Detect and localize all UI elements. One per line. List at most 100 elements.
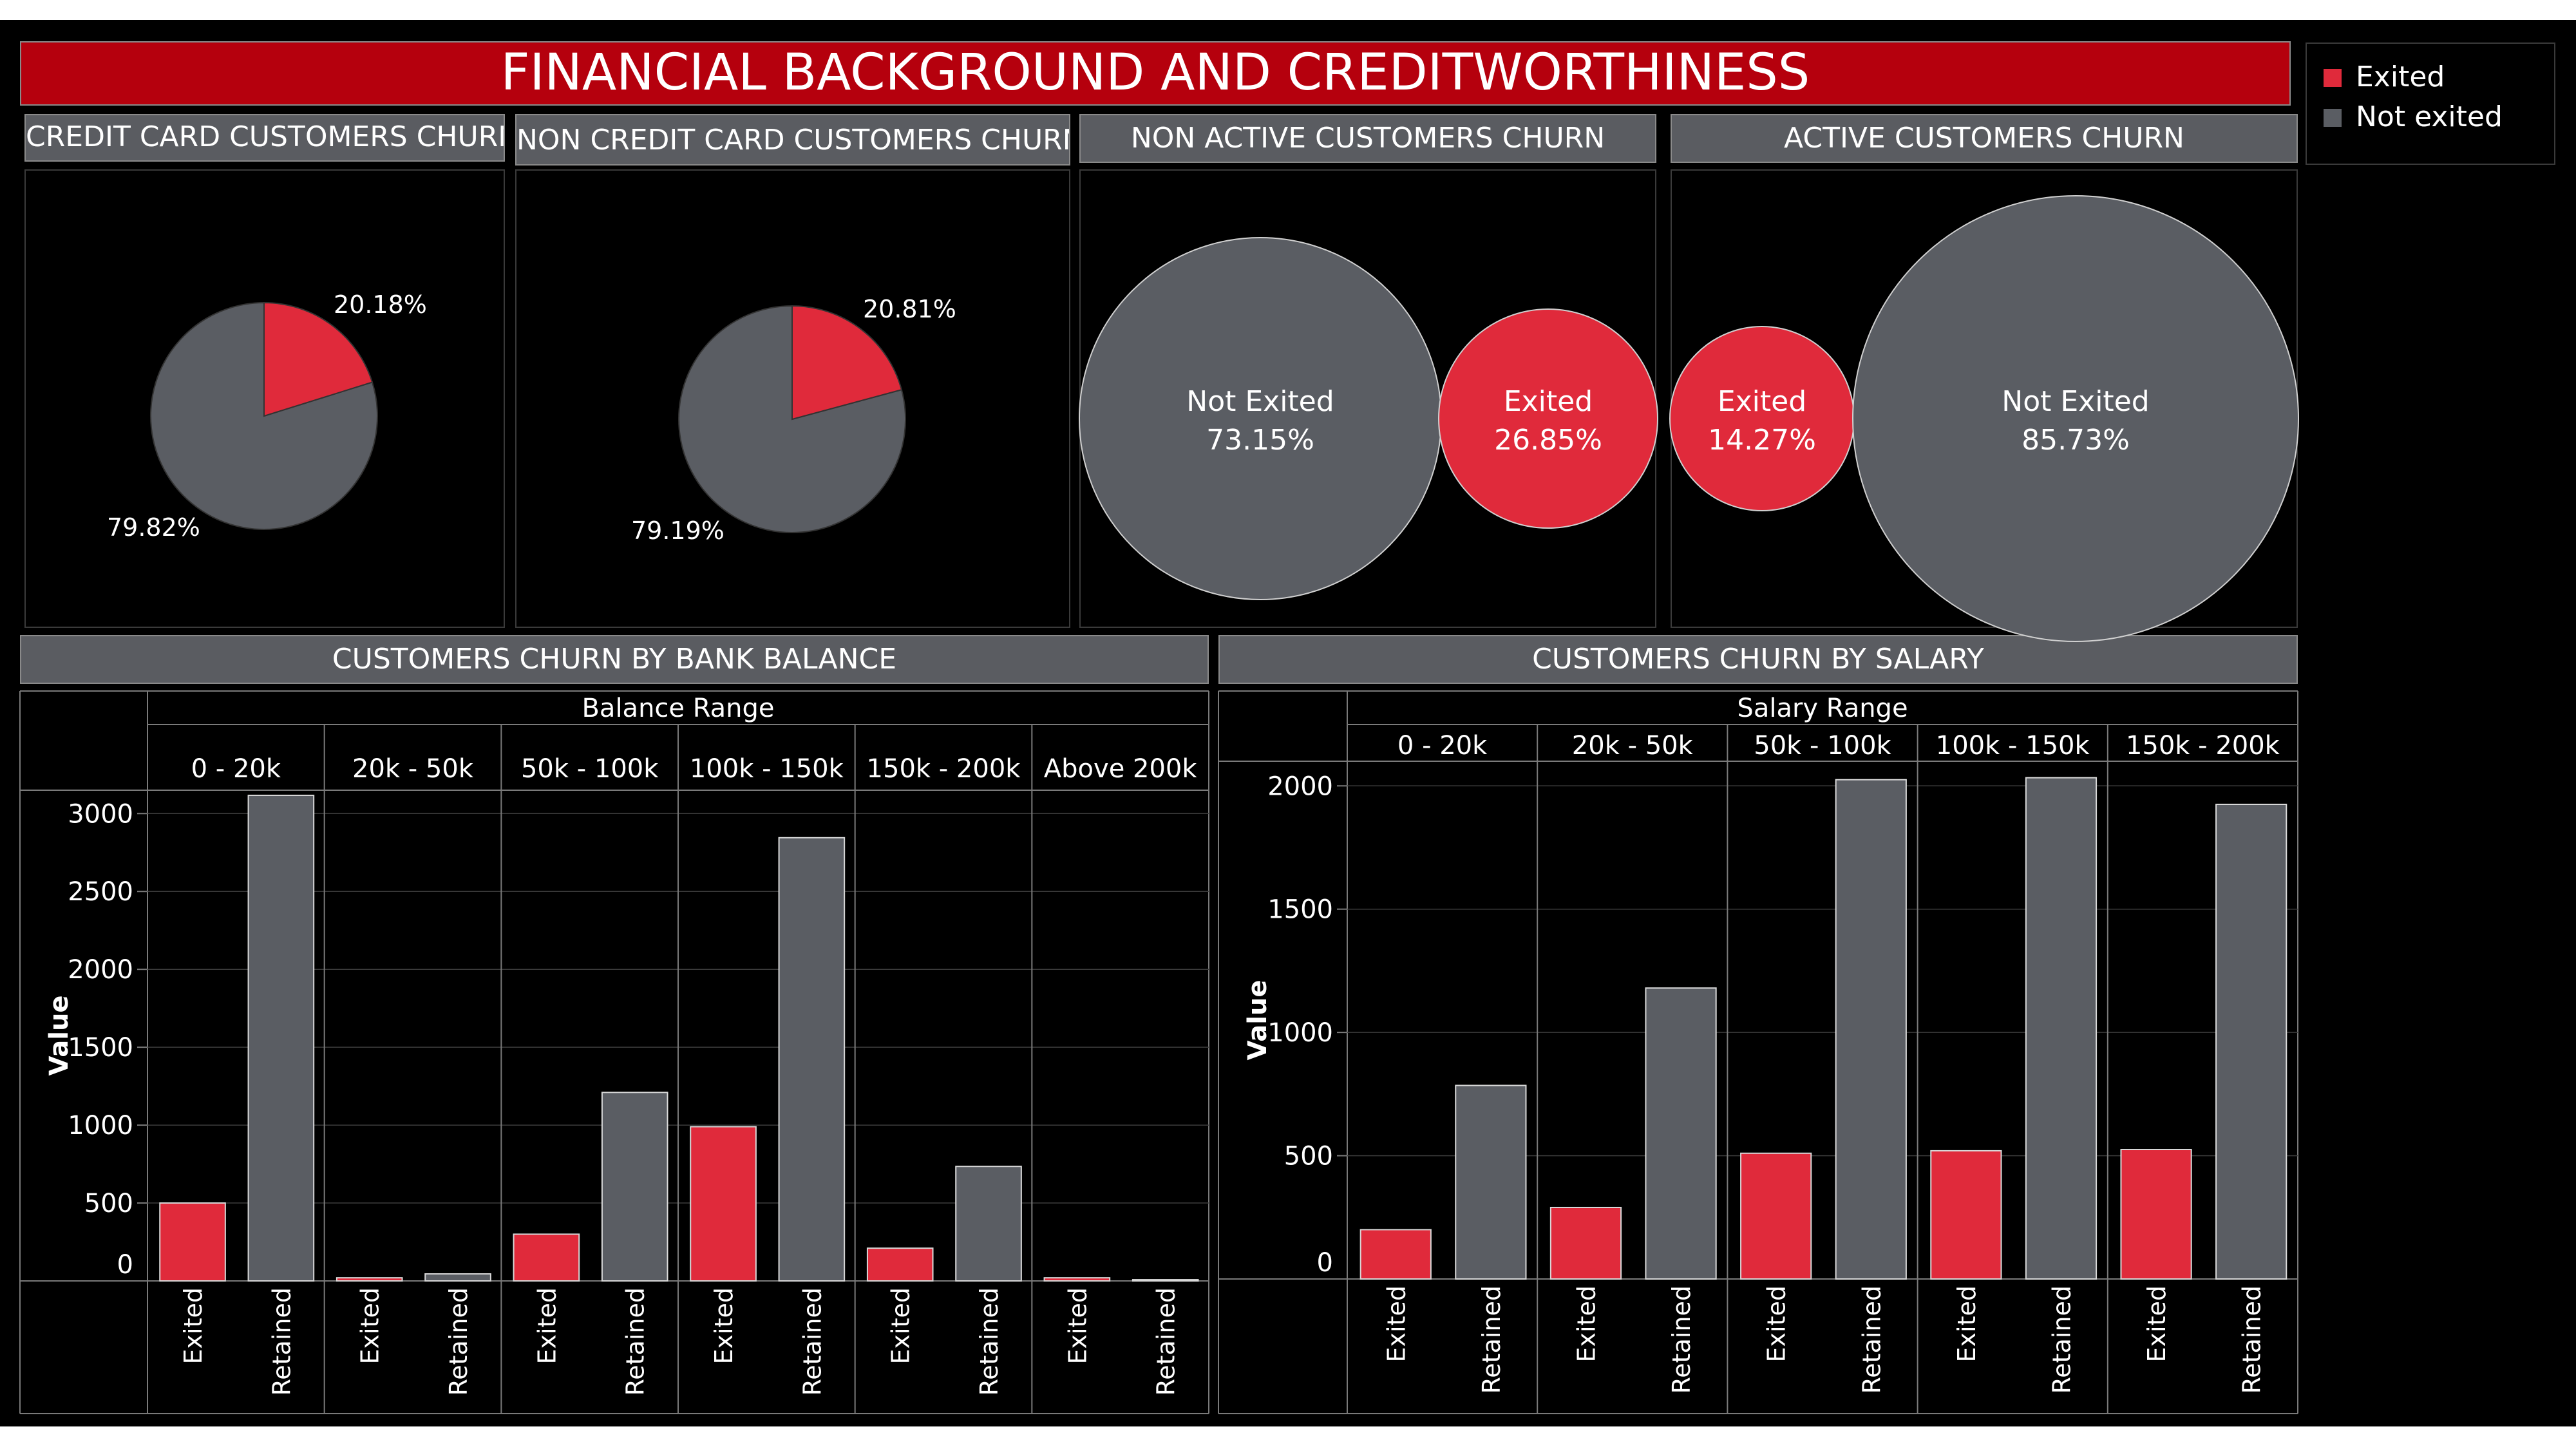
bar-group-label-0-20k: 0 - 20k xyxy=(191,754,281,784)
bar-ytick-label: 0 xyxy=(1317,1248,1333,1278)
non-active-churn-title: NON ACTIVE CUSTOMERS CHURN xyxy=(1079,114,1656,163)
bubble-name-exited: Exited xyxy=(1718,385,1806,418)
bar-category-label-exited: Exited xyxy=(710,1287,738,1364)
bubble-name-not-exited: Not Exited xyxy=(2002,385,2149,418)
bar-exited-50k-100k xyxy=(1740,1152,1812,1280)
bubble-value-not-exited: 85.73% xyxy=(2022,424,2130,457)
pie-label-exited: 20.18% xyxy=(334,290,427,319)
non-credit-card-panel xyxy=(515,169,1070,628)
bar-category-label-retained: Retained xyxy=(1477,1285,1506,1394)
bar-ytick-label: 1000 xyxy=(68,1111,133,1141)
bar-group-label-0-20k: 0 - 20k xyxy=(1397,731,1488,761)
charts-canvas: 20.18% 79.82% 20.81% 79.19% Not Exited 73.15%… xyxy=(19,195,2299,1414)
bar-category-label-exited: Exited xyxy=(179,1287,207,1364)
pie-label-not-exited: 79.82% xyxy=(107,513,200,542)
legend-label-exited: Exited xyxy=(2356,61,2445,93)
bar-exited-150k-200k xyxy=(2120,1149,2192,1280)
bar-ytick-label: 3000 xyxy=(68,799,133,829)
bar-retained-150k-200k xyxy=(2215,804,2287,1280)
bar-category-label-exited: Exited xyxy=(1063,1287,1092,1364)
bar-retained-150k-200k xyxy=(955,1166,1022,1282)
bar-category-label-retained: Retained xyxy=(1152,1287,1180,1396)
bar-exited-20k-50k xyxy=(336,1277,403,1282)
legend-label-not-exited: Not exited xyxy=(2356,100,2503,133)
bar-group-label-100k-150k: 100k - 150k xyxy=(690,754,844,784)
bar-group-label-50k-100k: 50k - 100k xyxy=(521,754,659,784)
bar-group-label-50k-100k: 50k - 100k xyxy=(1754,731,1891,761)
pie-slice-exited xyxy=(791,305,903,421)
bar-ytick-label: 0 xyxy=(117,1250,133,1280)
bar-ylabel: Value xyxy=(1243,980,1273,1060)
bar-ylabel: Value xyxy=(44,995,74,1075)
bubble-value-not-exited: 73.15% xyxy=(1206,424,1314,457)
legend-swatch-exited xyxy=(2324,69,2342,87)
bar-retained-50k-100k xyxy=(601,1092,668,1282)
bar-category-label-exited: Exited xyxy=(356,1287,384,1364)
bar-ytick-label: 500 xyxy=(84,1189,133,1218)
bar-group-label-150k-200k: 150k - 200k xyxy=(2126,731,2280,761)
pie-slice-exited xyxy=(263,301,374,417)
bar-category-label-exited: Exited xyxy=(1572,1285,1600,1362)
bar-category-label-retained: Retained xyxy=(2047,1285,2076,1394)
bar-ytick-label: 2500 xyxy=(68,877,133,907)
bubble-name-not-exited: Not Exited xyxy=(1186,385,1334,418)
balance-churn-title: CUSTOMERS CHURN BY BANK BALANCE xyxy=(20,635,1209,684)
bar-group-label-above-200k: Above 200k xyxy=(1044,754,1198,784)
bar-exited-150k-200k xyxy=(866,1247,934,1282)
bubble-exited xyxy=(1438,308,1658,529)
bar-category-label-exited: Exited xyxy=(1953,1285,1981,1362)
bar-category-label-exited: Exited xyxy=(2143,1285,2171,1362)
legend: Exited Not exited xyxy=(2306,43,2555,165)
pie-label-exited: 20.81% xyxy=(863,295,956,323)
bar-category-label-retained: Retained xyxy=(2238,1285,2266,1394)
bar-exited-20k-50k xyxy=(1549,1206,1622,1280)
bubble-not-exited xyxy=(1079,237,1442,600)
bar-exited-0-20k xyxy=(1359,1229,1432,1280)
bar-category-label-exited: Exited xyxy=(887,1287,915,1364)
bar-retained-100k-150k xyxy=(2025,777,2098,1280)
non-credit-card-churn-title: NON CREDIT CARD CUSTOMERS CHURN xyxy=(515,114,1070,166)
bubble-value-exited: 26.85% xyxy=(1494,424,1602,457)
bar-category-label-retained: Retained xyxy=(1857,1285,1886,1394)
bar-ytick-label: 1500 xyxy=(1267,895,1333,925)
legend-swatch-not-exited xyxy=(2324,109,2342,127)
bar-group-label-150k-200k: 150k - 200k xyxy=(867,754,1021,784)
bubble-not-exited xyxy=(1852,195,2299,642)
bar-group-header: Salary Range xyxy=(1737,694,1908,723)
bubble-name-exited: Exited xyxy=(1504,385,1593,418)
bar-retained-100k-150k xyxy=(778,837,846,1282)
dashboard-title: FINANCIAL BACKGROUND AND CREDITWORTHINES… xyxy=(20,41,2291,106)
bar-retained-20k-50k xyxy=(1645,987,1717,1280)
salary-churn-title: CUSTOMERS CHURN BY SALARY xyxy=(1218,635,2298,684)
bar-category-label-retained: Retained xyxy=(621,1287,650,1396)
active-churn-title: ACTIVE CUSTOMERS CHURN xyxy=(1671,114,2298,163)
bar-group-label-20k-50k: 20k - 50k xyxy=(352,754,474,784)
credit-card-churn-title: CREDIT CARD CUSTOMERS CHURN xyxy=(24,114,505,162)
bar-group-label-100k-150k: 100k - 150k xyxy=(1936,731,2090,761)
bar-category-label-retained: Retained xyxy=(444,1287,473,1396)
bar-category-label-retained: Retained xyxy=(975,1287,1003,1396)
bar-ytick-label: 1000 xyxy=(1267,1018,1333,1048)
bar-retained-0-20k xyxy=(247,794,315,1282)
bar-category-label-exited: Exited xyxy=(1382,1285,1410,1362)
bar-group-label-20k-50k: 20k - 50k xyxy=(1572,731,1694,761)
bar-retained-above-200k xyxy=(1132,1279,1199,1282)
bar-ytick-label: 2000 xyxy=(68,955,133,985)
bubble-exited xyxy=(1669,326,1855,511)
pie-label-not-exited: 79.19% xyxy=(631,516,724,545)
bar-exited-0-20k xyxy=(159,1202,226,1282)
bar-retained-50k-100k xyxy=(1835,779,1907,1280)
pie-slice-not-exited xyxy=(678,305,906,533)
bar-ytick-label: 500 xyxy=(1284,1142,1333,1171)
bar-category-label-retained: Retained xyxy=(1667,1285,1696,1394)
bar-category-label-exited: Exited xyxy=(533,1287,561,1364)
bar-exited-100k-150k xyxy=(1930,1150,2002,1280)
bar-retained-0-20k xyxy=(1455,1084,1527,1280)
bar-exited-above-200k xyxy=(1043,1277,1111,1282)
bar-category-label-retained: Retained xyxy=(267,1287,296,1396)
bar-category-label-exited: Exited xyxy=(1763,1285,1791,1362)
dashboard: FINANCIAL BACKGROUND AND CREDITWORTHINES… xyxy=(0,20,2576,1426)
bar-group-header: Balance Range xyxy=(582,694,774,723)
credit-card-panel xyxy=(24,169,505,628)
bar-category-label-retained: Retained xyxy=(798,1287,826,1396)
